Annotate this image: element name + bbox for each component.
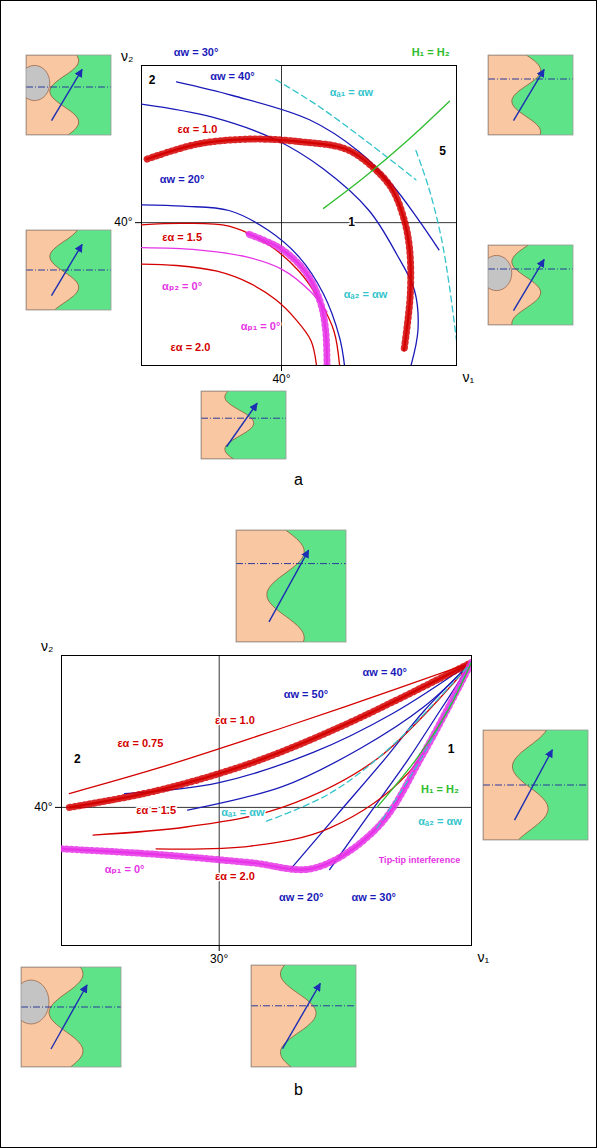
svg-text:ν₂: ν₂ (41, 638, 53, 654)
svg-text:αw = 30°: αw = 30° (174, 46, 219, 58)
svg-text:αₚ₁ = 0°: αₚ₁ = 0° (105, 863, 145, 875)
svg-text:ν₂: ν₂ (121, 48, 133, 64)
svg-text:αₐ₂ = αw: αₐ₂ = αw (418, 815, 462, 827)
svg-text:αw = 20°: αw = 20° (279, 891, 324, 903)
svg-text:εα = 1.5: εα = 1.5 (162, 231, 202, 243)
svg-text:αw = 20°: αw = 20° (160, 173, 205, 185)
svg-text:ν₁: ν₁ (463, 369, 475, 385)
svg-text:1: 1 (348, 215, 355, 229)
svg-text:εα = 2.0: εα = 2.0 (215, 870, 255, 882)
svg-text:αₐ₁ = αw: αₐ₁ = αw (330, 86, 374, 98)
svg-text:αw = 40°: αw = 40° (210, 70, 255, 82)
svg-text:5: 5 (439, 144, 446, 158)
svg-text:εα = 1.5: εα = 1.5 (136, 804, 176, 816)
svg-text:40°: 40° (272, 372, 290, 386)
svg-text:H₁ = H₂: H₁ = H₂ (421, 783, 459, 795)
svg-text:40°: 40° (114, 215, 132, 229)
svg-text:εα = 1.0: εα = 1.0 (178, 123, 218, 135)
html-text:a: a (294, 471, 303, 488)
svg-text:αw = 30°: αw = 30° (351, 891, 396, 903)
svg-text:Tip-tip interference: Tip-tip interference (379, 855, 460, 865)
svg-text:αₚ₂ = 0°: αₚ₂ = 0° (162, 280, 202, 292)
svg-text:2: 2 (149, 73, 156, 87)
svg-text:1: 1 (448, 742, 455, 756)
svg-text:ν₁: ν₁ (478, 949, 490, 965)
svg-text:αw = 40°: αw = 40° (363, 666, 408, 678)
svg-text:εα = 2.0: εα = 2.0 (171, 341, 211, 353)
svg-text:40°: 40° (34, 800, 52, 814)
svg-text:αₚ₁ = 0°: αₚ₁ = 0° (241, 320, 281, 332)
svg-text:αₐ₁ = αw: αₐ₁ = αw (221, 806, 265, 818)
html-text:b: b (294, 1081, 303, 1098)
svg-text:H₁ = H₂: H₁ = H₂ (412, 46, 450, 58)
svg-text:2: 2 (74, 752, 81, 766)
svg-text:αw = 50°: αw = 50° (284, 688, 329, 700)
svg-text:αₐ₂ = αw: αₐ₂ = αw (344, 288, 388, 300)
svg-text:εα = 1.0: εα = 1.0 (215, 714, 255, 726)
svg-text:εα = 0.75: εα = 0.75 (117, 737, 163, 749)
svg-text:30°: 30° (210, 952, 228, 966)
